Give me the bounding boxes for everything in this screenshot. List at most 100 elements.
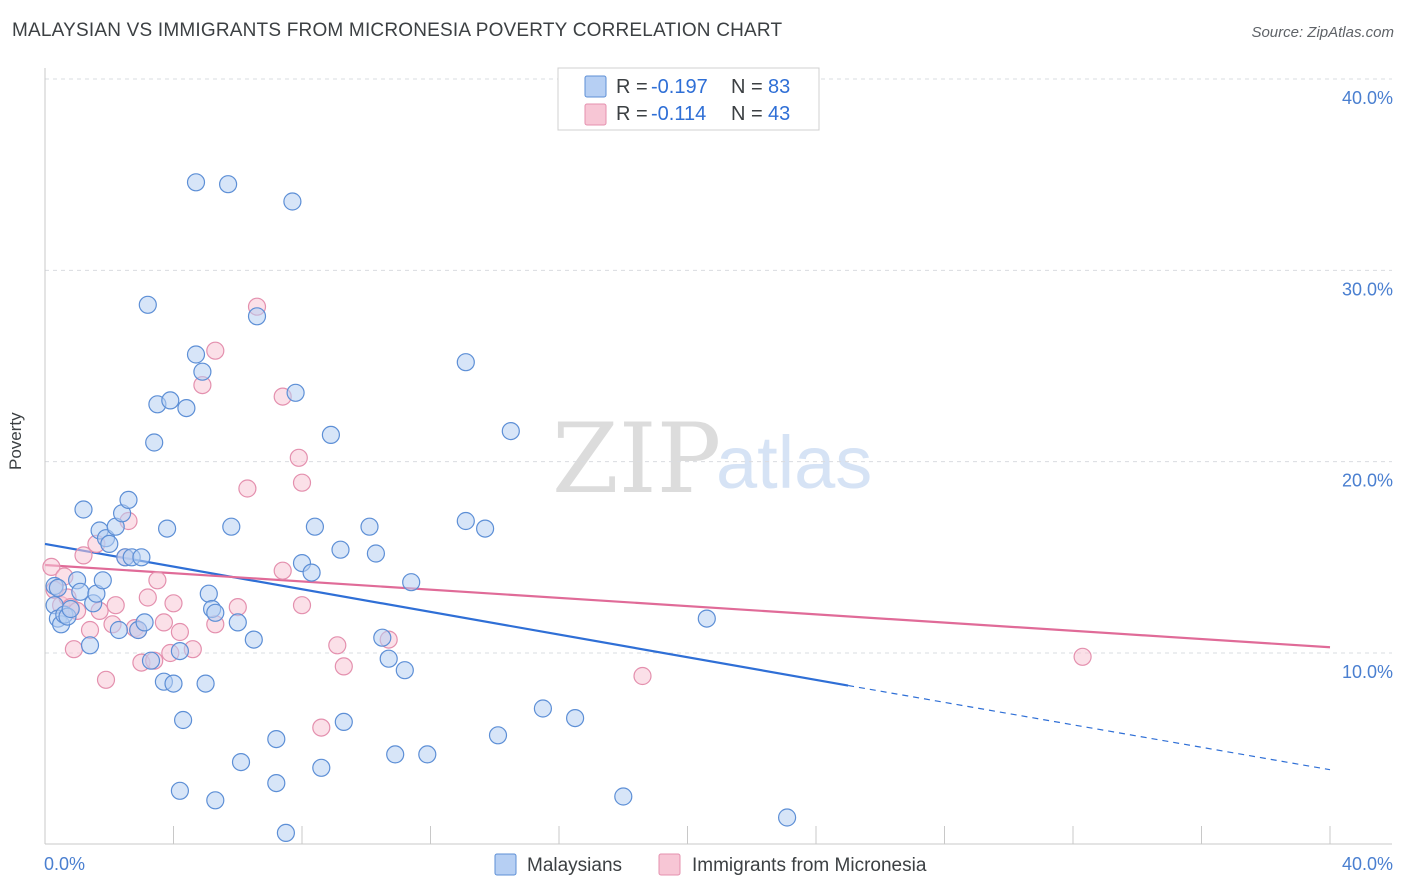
y-tick-label: 10.0% [1342, 662, 1393, 682]
malaysian-point [231, 752, 251, 772]
malaysian-point [74, 500, 93, 519]
micronesia-point [328, 636, 347, 655]
y-tick-label: 30.0% [1342, 279, 1393, 299]
malaysian-point [132, 548, 151, 567]
bottom-legend-micronesia: Immigrants from Micronesia [692, 855, 927, 876]
micronesia-point [106, 596, 125, 615]
malaysian-point [501, 422, 520, 441]
malaysian-point [777, 808, 797, 827]
trend-lines [44, 542, 1331, 771]
malaysian-point [186, 173, 206, 192]
malaysian-point [386, 745, 405, 764]
malaysian-point [286, 383, 305, 402]
axes: 10.0% 20.0% 30.0% 40.0% 0.0% 40.0% [44, 68, 1393, 874]
malaysian-point [276, 823, 295, 843]
bottom-legend: Malaysians Immigrants from Micronesia [494, 853, 927, 876]
micronesia-point [170, 622, 189, 642]
malaysian-point [476, 519, 495, 538]
watermark-atlas: atlas [716, 421, 872, 504]
malaysian-point [206, 603, 225, 622]
micronesia-point [289, 448, 308, 467]
malaysian-point [283, 192, 302, 211]
micronesia-point [312, 718, 331, 737]
malaysian-point [302, 563, 321, 582]
malaysian-point [488, 726, 508, 745]
data-points [42, 173, 1092, 843]
malaysian-point [100, 534, 119, 554]
y-tick-label: 40.0% [1342, 88, 1393, 108]
malaysian-point [119, 490, 138, 509]
chart-title: MALAYSIAN VS IMMIGRANTS FROM MICRONESIA … [12, 20, 783, 41]
x-tick-label: 40.0% [1342, 854, 1393, 874]
micronesia-point [42, 557, 61, 577]
malaysian-point [222, 517, 241, 536]
x-tick-label: 0.0% [44, 854, 85, 874]
legend-n-value: 83 [768, 76, 790, 98]
malaysian-point [244, 630, 263, 649]
legend-r-value: -0.197 [651, 76, 708, 98]
bottom-legend-swatch-micronesia [658, 853, 681, 876]
malaysian-point [164, 674, 183, 693]
y-tick-label: 20.0% [1342, 471, 1393, 491]
malaysian-point [170, 641, 189, 661]
malaysian-point [93, 571, 112, 590]
malaysian-point [360, 517, 379, 536]
malaysian-point [267, 729, 286, 749]
malaysian-trend-extension [848, 684, 1331, 771]
micronesia-point [292, 596, 312, 615]
micronesia-point [633, 666, 652, 686]
legend-swatch-malaysians [584, 75, 607, 98]
legend-r-label: R = [616, 76, 648, 98]
malaysian-point [312, 758, 331, 777]
malaysian-point [247, 307, 267, 326]
legend-r-label: R = [616, 103, 648, 125]
malaysian-point [174, 710, 193, 730]
malaysian-point [305, 517, 324, 536]
malaysian-point [199, 584, 218, 603]
legend-n-label: N = [731, 76, 763, 98]
micronesia-point [1073, 647, 1092, 666]
micronesia-point [228, 597, 247, 617]
watermark-zip: ZIP [552, 403, 721, 515]
malaysian-point [161, 391, 180, 410]
malaysian-point [614, 787, 633, 806]
malaysian-point [206, 791, 225, 810]
malaysian-point [80, 636, 100, 655]
micronesia-point [273, 561, 292, 580]
malaysian-point [379, 649, 398, 668]
micronesia-point [64, 640, 84, 659]
malaysian-point [145, 433, 164, 452]
micronesia-point [292, 473, 312, 492]
malaysian-point [170, 781, 189, 800]
micronesia-point [154, 613, 173, 632]
micronesia-point [96, 670, 116, 689]
malaysian-point [456, 353, 475, 372]
malaysian-point [228, 613, 247, 632]
micronesia-point [74, 546, 93, 565]
grid [45, 78, 1392, 654]
malaysian-point [565, 708, 585, 728]
micronesia-trend-line [44, 563, 1331, 649]
legend-r-value: -0.114 [651, 103, 706, 125]
malaysian-point [196, 674, 215, 693]
malaysian-point [186, 345, 206, 364]
malaysian-point [418, 745, 437, 764]
micronesia-point [138, 588, 157, 607]
malaysian-point [135, 613, 154, 632]
malaysian-point [109, 620, 129, 640]
malaysian-point [48, 578, 68, 598]
malaysian-point [177, 399, 196, 418]
micronesia-point [80, 620, 100, 640]
micronesia-point [238, 479, 257, 498]
malaysian-point [141, 651, 161, 670]
malaysian-point [697, 609, 716, 628]
micronesia-point [206, 341, 225, 360]
legend-swatch-micronesia [584, 103, 607, 126]
micronesia-point [164, 594, 183, 613]
malaysian-point [533, 699, 553, 718]
malaysian-point [334, 712, 353, 732]
bottom-legend-malaysians: Malaysians [527, 855, 622, 876]
bottom-legend-swatch-malaysians [494, 853, 517, 876]
malaysian-point [331, 540, 350, 559]
